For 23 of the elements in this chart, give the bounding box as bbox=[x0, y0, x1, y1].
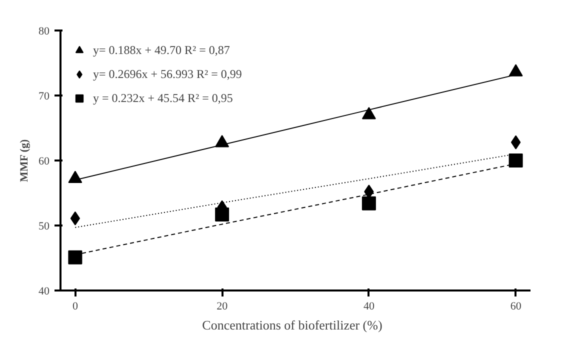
y-tick-label: 70 bbox=[38, 90, 50, 102]
point bbox=[362, 106, 376, 120]
point bbox=[70, 211, 80, 226]
y-tick-label: 40 bbox=[38, 286, 50, 298]
point bbox=[215, 207, 230, 222]
legend-label: y= 0.2696x + 56.993 R² = 0,99 bbox=[93, 66, 242, 82]
y-tick-label: 80 bbox=[38, 26, 50, 38]
x-axis-title: Concentrations of biofertilizer (%) bbox=[202, 318, 382, 332]
point bbox=[68, 170, 82, 183]
y-axis-title: MMF (g) bbox=[18, 139, 30, 182]
legend-label: y= 0.188x + 49.70 R² = 0,87 bbox=[93, 42, 230, 58]
y-tick-label: 60 bbox=[38, 156, 50, 168]
x-tick-label: 60 bbox=[510, 300, 522, 312]
point bbox=[68, 250, 82, 264]
point bbox=[508, 64, 523, 76]
x-tick-label: 20 bbox=[216, 300, 228, 312]
legend-label: y = 0.232x + 45.54 R² = 0,95 bbox=[93, 90, 233, 106]
point bbox=[508, 154, 523, 168]
y-tick-label: 50 bbox=[38, 220, 50, 232]
x-tick-label: 40 bbox=[363, 300, 375, 312]
point bbox=[362, 196, 376, 210]
point bbox=[510, 135, 521, 150]
x-tick-label: 0 bbox=[72, 300, 78, 312]
